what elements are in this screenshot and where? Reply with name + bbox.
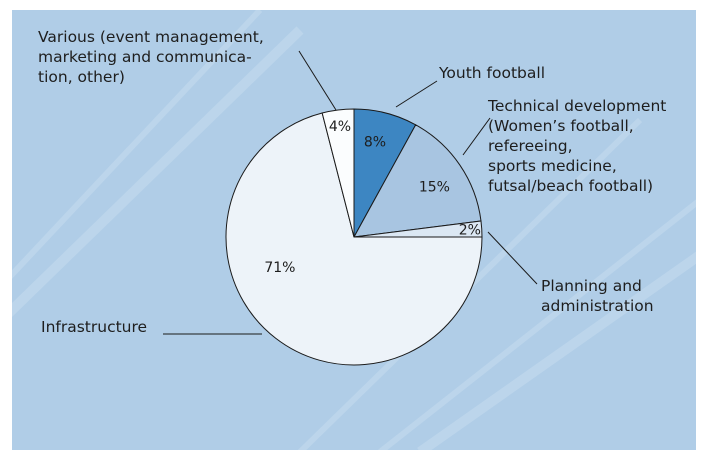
leader-line-various <box>298 50 337 111</box>
percent-label-planning-administration: 2% <box>459 223 481 239</box>
slice-label-technical-development: Technical development (Women’s football,… <box>488 97 667 195</box>
percent-label-infrastructure: 71% <box>264 260 295 276</box>
background-stripe <box>12 10 263 279</box>
pie-slice-various <box>321 108 355 238</box>
leader-lines <box>163 50 538 335</box>
background-stripes <box>12 10 696 450</box>
slice-label-infrastructure: Infrastructure <box>41 318 148 336</box>
leader-line-planning-administration <box>487 231 538 285</box>
pie-slices <box>225 108 483 366</box>
background-stripe <box>12 26 304 317</box>
slice-label-planning-administration: Planning and administration <box>541 277 654 315</box>
percent-label-various: 4% <box>329 119 351 135</box>
pie-slice-infrastructure <box>225 112 483 366</box>
leader-line-technical-development <box>462 117 491 156</box>
percent-labels: 8% 15% 2% 71% 4% <box>264 119 481 276</box>
pie-slice-technical-development <box>353 124 482 238</box>
leader-line-youth-football <box>395 80 438 108</box>
background-stripe <box>378 199 696 450</box>
background-stripe <box>417 251 696 450</box>
slice-label-various: Various (event management, marketing and… <box>38 28 264 86</box>
percent-label-technical-development: 15% <box>419 179 450 195</box>
percent-label-youth-football: 8% <box>364 134 386 150</box>
slice-label-youth-football: Youth football <box>439 64 545 82</box>
